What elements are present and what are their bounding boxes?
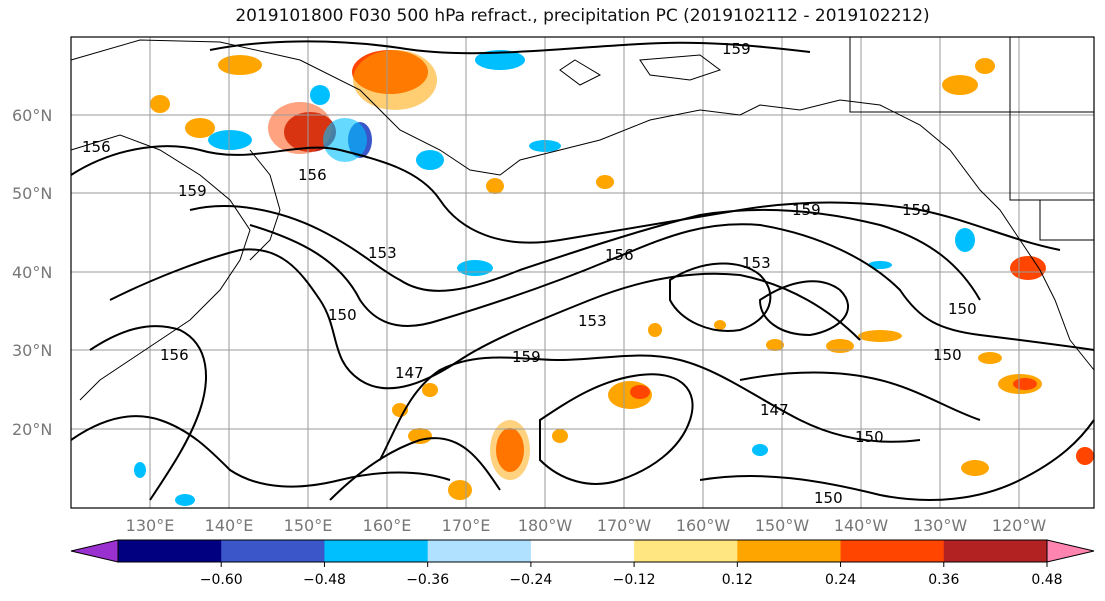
- colorbar-tick-label: 0.36: [928, 572, 959, 588]
- coastlines: [70, 37, 1095, 401]
- contour-label: 147: [395, 364, 424, 382]
- plot-frame: [70, 36, 1095, 509]
- contour-label: 159: [178, 182, 207, 200]
- colorbar-extend-low: [70, 539, 119, 563]
- colorbar-tick-label: −0.12: [613, 572, 656, 588]
- colorbar-extend-high: [1046, 539, 1095, 563]
- colorbar-tick-label: −0.36: [406, 572, 449, 588]
- contour-label: 153: [368, 244, 397, 262]
- lon-label: 140°W: [834, 516, 889, 535]
- contour-label: 150: [855, 428, 884, 446]
- contour-label: 156: [605, 246, 634, 264]
- lon-label: 120°W: [992, 516, 1047, 535]
- lat-label: 60°N: [12, 106, 52, 125]
- colorbar-cell: [634, 540, 738, 562]
- lon-label: 150°E: [284, 516, 333, 535]
- contour-label: 156: [82, 138, 111, 156]
- colorbar-cell: [427, 540, 532, 562]
- colorbar-cells: [118, 540, 1048, 562]
- colorbar-tick-label: −0.48: [303, 572, 346, 588]
- contour-label: 150: [933, 346, 962, 364]
- lat-label: 20°N: [12, 420, 52, 439]
- contour-label: 147: [760, 401, 789, 419]
- colorbar-cell: [118, 540, 222, 562]
- colorbar-tick-label: 0.12: [722, 572, 753, 588]
- lon-label: 140°E: [205, 516, 254, 535]
- longitude-labels: 130°E 140°E 150°E 160°E 170°E 180°W 170°…: [126, 516, 1047, 535]
- graticule: [71, 37, 1094, 508]
- lon-label: 180°W: [518, 516, 573, 535]
- contour-label: 156: [160, 346, 189, 364]
- contour-label: 150: [814, 489, 843, 507]
- contour-label: 159: [722, 40, 751, 58]
- colorbar-cell: [943, 540, 1048, 562]
- lon-label: 170°W: [597, 516, 652, 535]
- contour-label: 153: [578, 312, 607, 330]
- contour-label: 150: [948, 300, 977, 318]
- lon-label: 150°W: [755, 516, 810, 535]
- colorbar: −0.60 −0.48 −0.36 −0.24 −0.12 0.12 0.24 0.36 0.4…: [70, 539, 1095, 588]
- colorbar-tick-label: 0.48: [1031, 572, 1062, 588]
- contour-labels: 156 159 156 159 153 150 156 159 159 153 …: [82, 40, 977, 507]
- lon-label: 130°E: [126, 516, 175, 535]
- contour-label: 159: [512, 348, 541, 366]
- colorbar-ticks: −0.60 −0.48 −0.36 −0.24 −0.12 0.12 0.24 0.36 0.4…: [200, 562, 1063, 588]
- latitude-labels: 60°N 50°N 40°N 30°N 20°N: [12, 106, 52, 439]
- lon-label: 160°W: [676, 516, 731, 535]
- contour-label: 156: [298, 166, 327, 184]
- lat-label: 50°N: [12, 184, 52, 203]
- colorbar-cell: [737, 540, 842, 562]
- lat-label: 30°N: [12, 341, 52, 360]
- contour-label: 159: [902, 201, 931, 219]
- colorbar-tick-label: −0.60: [200, 572, 243, 588]
- contour-label: 150: [328, 306, 357, 324]
- lat-label: 40°N: [12, 263, 52, 282]
- lon-label: 130°W: [913, 516, 968, 535]
- colorbar-cell: [221, 540, 325, 562]
- colorbar-tick-label: −0.24: [509, 572, 552, 588]
- colorbar-tick-label: 0.24: [825, 572, 856, 588]
- contour-label: 153: [742, 254, 771, 272]
- height-contours: [70, 40, 1095, 501]
- colorbar-cell: [840, 540, 945, 562]
- lon-label: 160°E: [363, 516, 412, 535]
- contour-label: 159: [792, 201, 821, 219]
- colorbar-cell: [530, 540, 635, 562]
- lon-label: 170°E: [442, 516, 491, 535]
- map-title: 2019101800 F030 500 hPa refract., precip…: [235, 6, 930, 26]
- colorbar-outline: [117, 539, 1048, 563]
- colorbar-cell: [324, 540, 429, 562]
